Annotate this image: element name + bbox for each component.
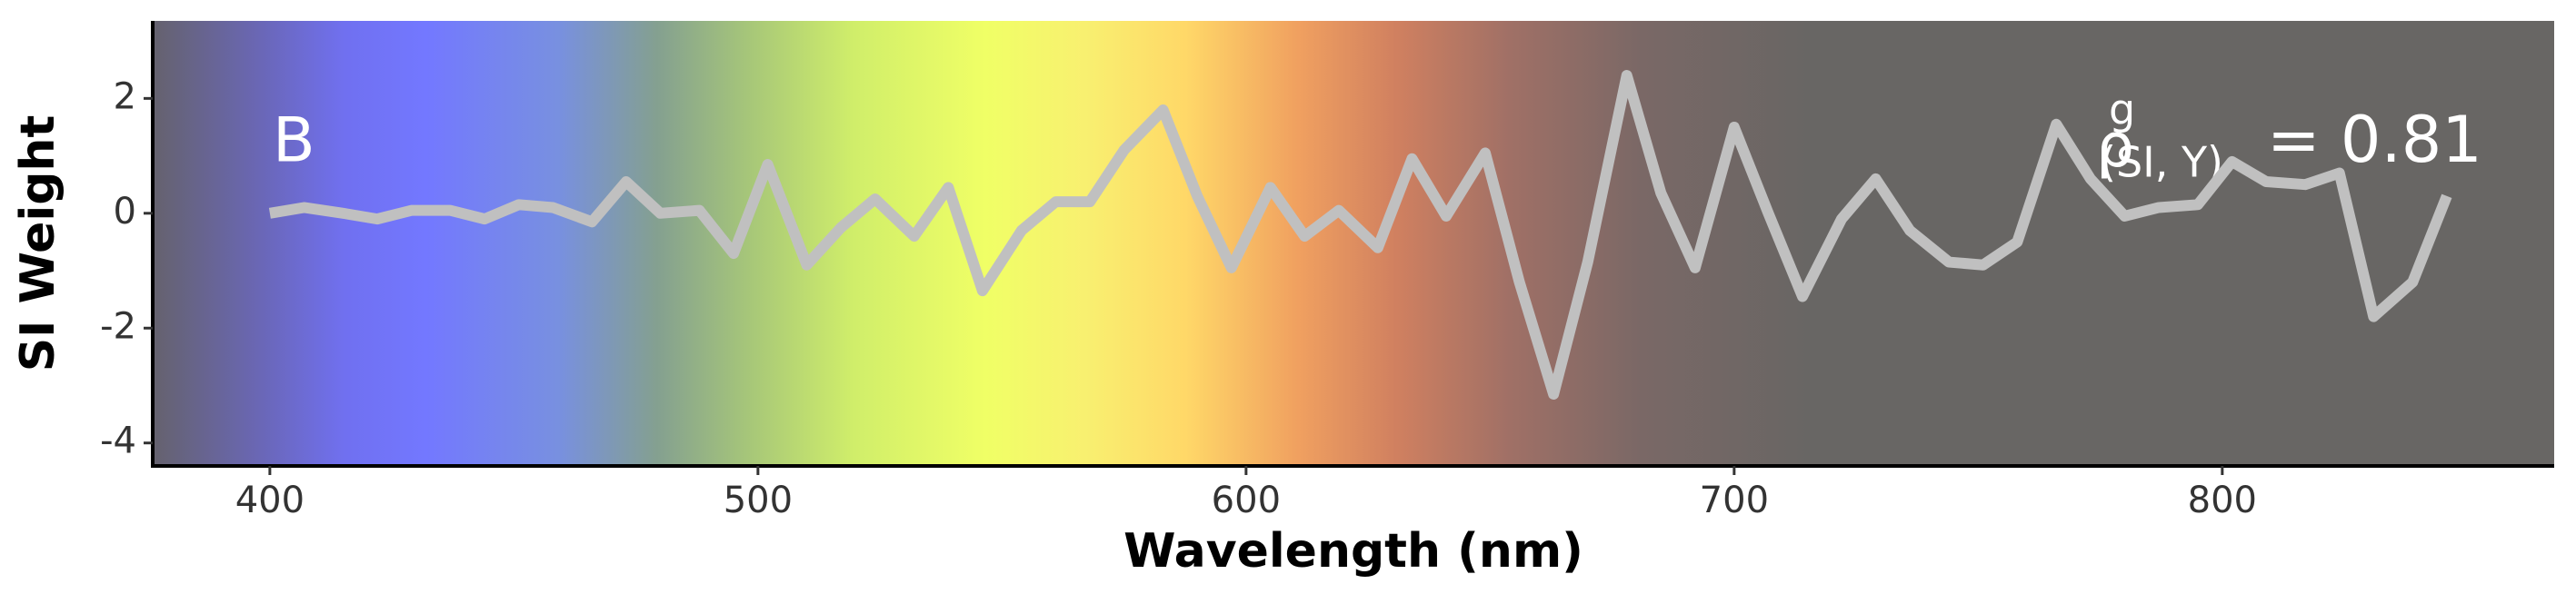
x-tick-label: 600 xyxy=(1212,480,1281,521)
x-tick-label: 400 xyxy=(235,480,305,521)
y-tick-label: 0 xyxy=(114,191,136,233)
x-tick-label: 500 xyxy=(724,480,793,521)
y-tick-label: -4 xyxy=(100,421,136,462)
x-tick-label: 700 xyxy=(1700,480,1769,521)
y-axis-title: SI Weight xyxy=(11,115,65,372)
y-tick-label: 2 xyxy=(114,75,136,117)
plot-background xyxy=(153,21,2554,466)
panel-label: B xyxy=(273,105,315,177)
annotation-text: = 0.81 xyxy=(2267,103,2482,177)
data-line xyxy=(268,70,2452,400)
x-tick-label: 800 xyxy=(2188,480,2257,521)
y-tick-label: -2 xyxy=(100,305,136,347)
annotation-symbol: ρ xyxy=(2096,111,2134,181)
x-axis-title: Wavelength (nm) xyxy=(1123,524,1583,579)
annotation-superscript: g xyxy=(2109,85,2135,134)
annotation-subscript: (SI, Y) xyxy=(2100,138,2223,187)
